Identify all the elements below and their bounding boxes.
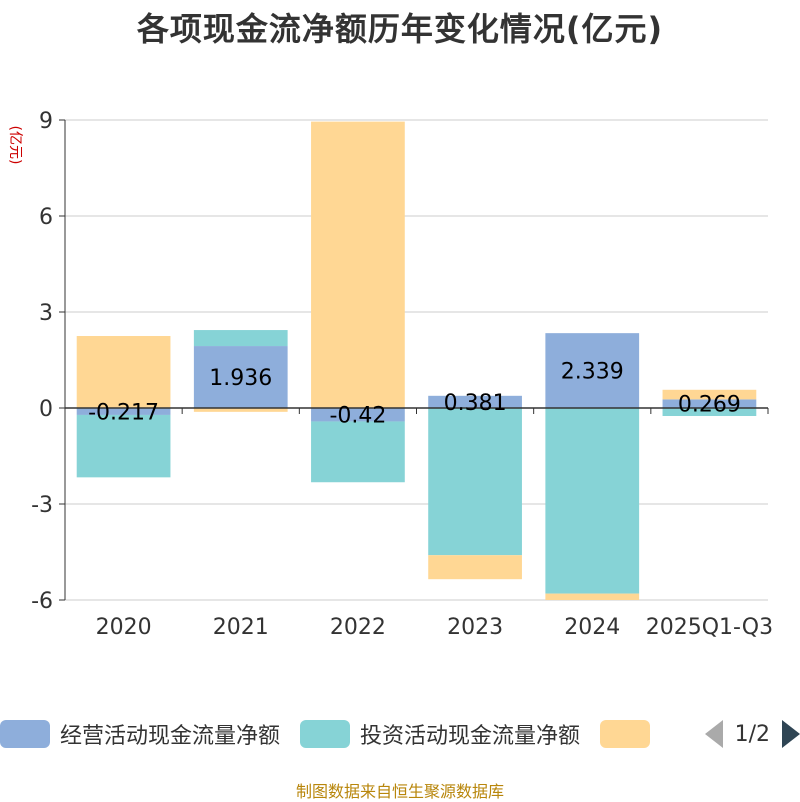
y-tick-label-3: 3 [39,301,53,326]
bar-series0-2020 [76,408,171,415]
bar-series1-2021 [193,330,288,347]
data-label-2023: 0.381 [444,391,507,416]
legend-swatch-investing [300,720,351,748]
y-tick-label--6: -6 [31,589,53,614]
data-label-2022: -0.42 [329,404,386,429]
legend-pager: 1/2 [690,714,800,754]
data-label-2020: -0.217 [88,400,159,425]
y-tick-label--3: -3 [31,493,53,518]
data-labels: -0.217 1.936 -0.42 0.381 2.339 0.269 [88,360,741,429]
bar-series0-2023 [428,395,522,408]
legend-label-operating: 经营活动现金流量净额 [60,724,281,749]
bar-series2-2025Q1-Q3 [662,389,757,400]
bar-series1-2020 [76,414,171,478]
bar-series2-2024 [545,593,640,600]
legend-item-operating[interactable]: 经营活动现金流量净额 [0,718,280,750]
data-label-2025Q1-Q3: 0.269 [678,393,741,418]
grid-lines [59,119,768,601]
bar-series2-2020 [76,336,171,408]
y-tick-label-9: 9 [39,109,53,134]
legend: 经营活动现金流量净额 投资活动现金流量净额 [0,714,800,754]
bar-series0-2022 [311,408,405,422]
y-axis-unit-label: (亿元) [7,126,23,165]
bar-series1-2022 [311,421,405,483]
pager-prev-icon[interactable] [704,720,723,748]
bar-series2-2021 [193,408,288,412]
y-tick-labels: -6 -3 0 3 6 9 [31,109,53,614]
x-tick-label-2025Q1-Q3: 2025Q1-Q3 [646,615,773,640]
data-label-2021: 1.936 [209,366,272,391]
legend-swatch-operating [0,720,50,748]
bars [76,121,757,600]
y-tick-label-0: 0 [39,397,53,422]
legend-swatch-financing [600,720,651,748]
legend-label-investing: 投资活动现金流量净额 [360,724,581,749]
y-tick-label-6: 6 [39,205,53,230]
bar-series2-2023 [428,555,522,580]
x-tick-label-2021: 2021 [213,615,269,640]
pager-next-icon[interactable] [782,720,800,748]
x-tick-labels: 2020 2021 2022 2023 2024 2025Q1-Q3 [96,615,774,640]
legend-item-investing[interactable]: 投资活动现金流量净额 [300,718,580,750]
bar-series1-2023 [428,408,522,556]
x-tick-label-2020: 2020 [96,615,152,640]
x-tick-label-2022: 2022 [330,615,386,640]
bar-series1-2025Q1-Q3 [662,408,757,416]
x-tick-label-2023: 2023 [447,615,503,640]
bar-series0-2025Q1-Q3 [662,399,757,408]
source-note: 制图数据来自恒生聚源数据库 [295,782,504,801]
pager-label: 1/2 [734,721,770,747]
data-label-2024: 2.339 [561,360,624,385]
chart-title: 各项现金流净额历年变化情况(亿元) [136,10,664,48]
legend-item-financing[interactable] [600,720,660,748]
chart-area: (亿元) -6 -3 0 3 6 9 2020 2021 2022 2023 2024 2025Q1… [7,109,774,640]
bar-series1-2024 [545,408,640,594]
bar-series2-2022 [311,121,405,408]
bar-series0-2024 [545,333,640,408]
bar-series0-2021 [193,346,288,408]
axes [64,120,769,600]
x-tick-label-2024: 2024 [564,615,620,640]
